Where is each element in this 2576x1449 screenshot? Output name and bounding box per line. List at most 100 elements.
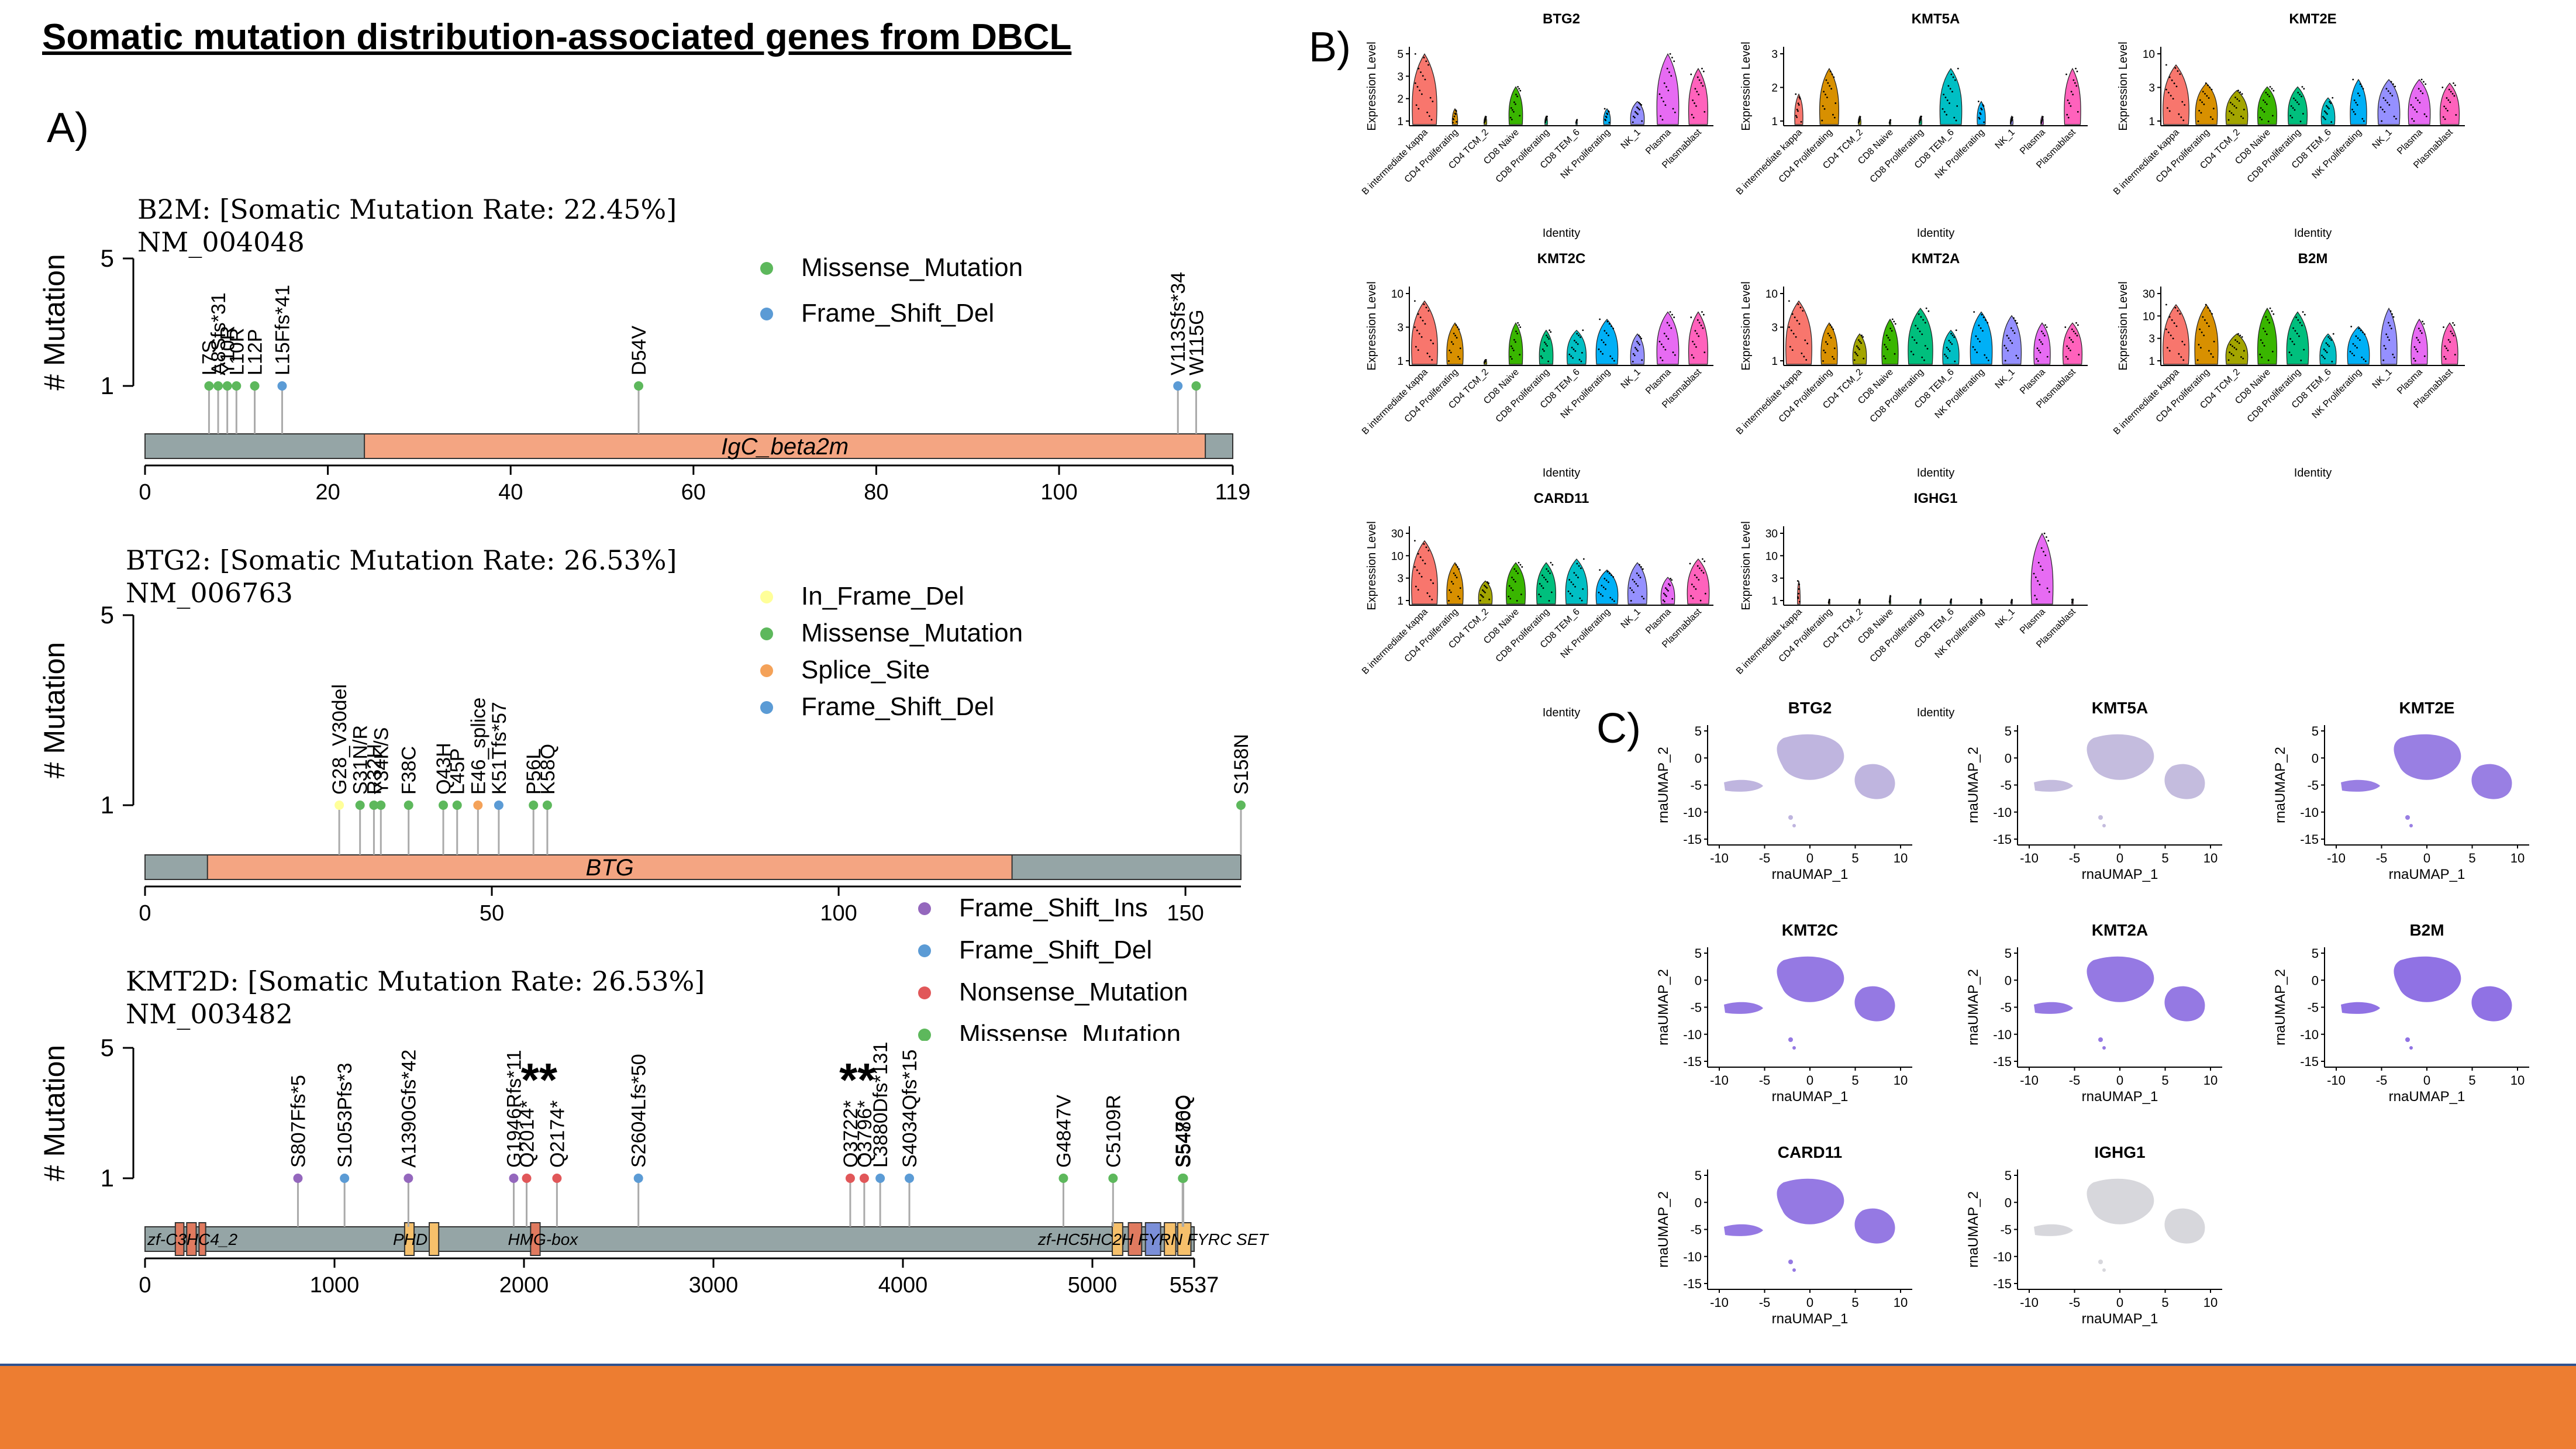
violin-x-axis-label: Identity (1543, 467, 1580, 479)
violin-category-label: CD4 Proliferating (1403, 607, 1460, 664)
violin-point (1856, 345, 1858, 347)
umap-cluster-right (1854, 986, 1895, 1022)
violin-point (1578, 565, 1580, 567)
violin-point (1825, 79, 1827, 81)
violin-point (2261, 119, 2263, 120)
violin-point (2044, 324, 2046, 326)
violin-point (2383, 344, 2385, 347)
violin-point (2232, 345, 2233, 347)
violin-point (2039, 584, 2041, 586)
violin-point (2329, 101, 2330, 103)
violin-point (1454, 334, 1457, 337)
b2m-mutation-label: W115G (1185, 309, 1208, 375)
violin-point (1580, 336, 1581, 338)
violin-point (2010, 122, 2012, 124)
violin-point (1702, 327, 1704, 329)
umap-y-tick-label: -10 (2300, 1027, 2319, 1042)
violin-point (1422, 559, 1424, 561)
violin-point (2448, 88, 2450, 91)
page-title: Somatic mutation distribution-associated… (42, 17, 1072, 57)
violin-point (2042, 116, 2044, 118)
violin-point (1456, 577, 1458, 578)
violin-point (1633, 116, 1636, 119)
violin-point (2227, 119, 2230, 121)
umap-cluster-outlier (2409, 1046, 2413, 1050)
violin-point (2165, 303, 2167, 306)
violin-shape (1656, 311, 1680, 365)
violin-point (2070, 349, 2071, 351)
violin-point (1639, 577, 1642, 578)
violin-point (2455, 114, 2457, 116)
violin-point (1578, 358, 1581, 361)
violin-point (1694, 88, 1696, 90)
violin-shape (1508, 322, 1523, 365)
violin-point (1426, 111, 1429, 113)
umap-x-tick-label: 10 (1894, 1295, 1908, 1310)
violin-point (2173, 82, 2175, 84)
violin-point (1513, 101, 1515, 104)
violin-point (1570, 355, 1573, 357)
violin-point (2211, 313, 2213, 315)
umap-x-tick-label: 5 (2161, 851, 2168, 865)
violin-point (1702, 85, 1704, 87)
violin-point (1664, 594, 1666, 596)
violin-point (2015, 354, 2018, 357)
b2m-mutation-label: L10R (226, 328, 248, 375)
btg2-header-line2: NM_006763 (126, 577, 293, 609)
violin-point (1796, 108, 1798, 111)
violin-point (1546, 116, 1547, 119)
b2m-y-tick-label: 5 (101, 244, 114, 272)
legend-dot-icon (918, 1029, 931, 1041)
violin-point (1671, 57, 1673, 58)
violin-point (2420, 332, 2423, 334)
b2m-header-line1: B2M: [Somatic Mutation Rate: 22.45%] (137, 194, 677, 225)
umap-x-tick-label: -5 (1759, 851, 1771, 865)
umap-cluster-left (1724, 1224, 1763, 1236)
violin-point (1430, 339, 1432, 341)
violin-shape (1536, 562, 1557, 605)
violin-point (1921, 356, 1923, 358)
umap-plot-kmt2e: KMT2E -10 -5 0 5 10 5 0 -5 -10 -15 rnaUMAP_1 rnaUMAP… (2272, 699, 2529, 882)
violin-shape (2064, 67, 2081, 125)
violin-point (2261, 356, 2263, 358)
violin-y-tick-label: 30 (2143, 288, 2155, 301)
violin-point (2420, 78, 2423, 81)
violin-y-axis-label: Expression Level (1740, 521, 1753, 610)
violin-point (1665, 335, 1667, 337)
violin-point (1518, 88, 1520, 90)
violin-point (2237, 89, 2239, 92)
violin-point (2207, 306, 2209, 309)
violin-point (1894, 353, 1896, 355)
violin-point (2303, 349, 2305, 351)
violin-point (1826, 343, 1829, 345)
violin-point (2267, 319, 2269, 321)
violin-shape (1565, 558, 1588, 605)
violin-point (2322, 356, 2325, 358)
violin-point (2425, 115, 2427, 118)
violin-point (1417, 349, 1419, 351)
violin-point (2165, 88, 2167, 91)
violin-point (2172, 98, 2174, 100)
violin-point (1696, 319, 1699, 321)
violin-y-tick-label: 30 (1765, 528, 1778, 540)
violin-point (1828, 599, 1830, 601)
violin-point (2387, 102, 2388, 104)
violin-point (2363, 358, 2365, 360)
violin-point (2352, 343, 2354, 345)
violin-shape (1785, 300, 1812, 365)
violin-point (1580, 360, 1582, 363)
violin-point (2414, 360, 2416, 362)
violin-point (1698, 579, 1700, 581)
umap-x-tick-label: 10 (2203, 1073, 2218, 1088)
violin-point (1453, 572, 1455, 574)
violin-category-label: CD4 Proliferating (2154, 367, 2212, 425)
umap-x-tick-label: 10 (2203, 1295, 2218, 1310)
violin-point (2412, 106, 2414, 108)
violin-point (1424, 323, 1426, 325)
umap-plot-ighg1: IGHG1 -10 -5 0 5 10 5 0 -5 -10 -15 rnaUMAP_1 rnaUMAP… (1965, 1143, 2222, 1327)
violin-shape (1688, 68, 1709, 125)
umap-y-tick-label: -5 (1690, 1223, 1702, 1237)
violin-point (2272, 89, 2275, 92)
violin-point (1691, 584, 1693, 585)
